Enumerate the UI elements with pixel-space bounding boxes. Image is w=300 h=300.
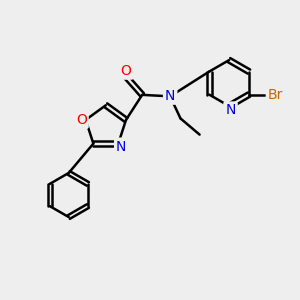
Text: N: N — [225, 103, 236, 118]
Text: O: O — [121, 64, 131, 78]
Text: N: N — [116, 140, 126, 154]
Text: N: N — [165, 89, 175, 103]
Text: O: O — [76, 113, 87, 127]
Text: Br: Br — [268, 88, 283, 102]
